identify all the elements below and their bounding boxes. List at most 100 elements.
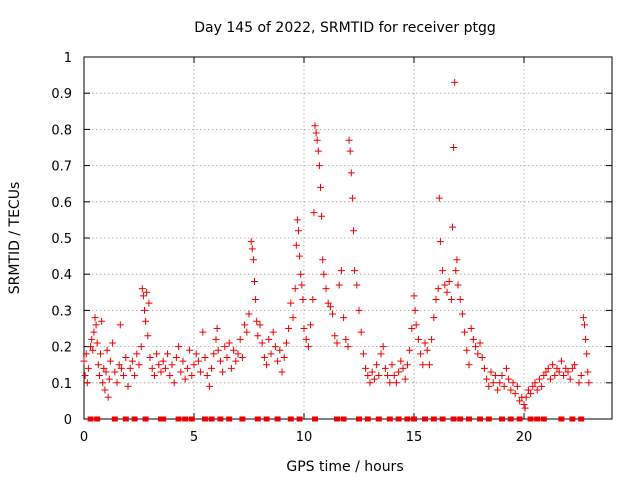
zero-data-point [208,416,215,422]
data-point [138,285,146,293]
data-point [318,212,326,220]
zero-data-point [356,416,362,422]
x-tick-label: 10 [296,430,313,445]
data-point [81,372,89,380]
data-point [366,379,374,387]
data-point [293,216,301,224]
data-point [82,350,90,358]
zero-data-point [340,416,347,422]
data-point [423,346,431,354]
data-point [335,281,343,289]
data-point [280,353,288,361]
data-point [331,332,339,340]
data-point [122,353,130,361]
zero-data-point [477,416,483,422]
data-point [322,285,330,293]
data-point [469,335,477,343]
zero-data-point [296,416,303,422]
data-point [421,339,429,347]
data-point [225,339,233,347]
data-point [190,361,198,369]
data-point [298,281,306,289]
data-point [373,361,381,369]
data-point [177,368,185,376]
data-point [201,353,209,361]
x-axis-label: GPS time / hours [286,459,403,475]
data-point [227,364,235,372]
data-point [379,343,387,351]
axis-ticks: 00.10.20.30.40.50.60.70.80.910 5 10 15 20 [51,51,612,445]
zero-data-point [430,416,437,422]
data-point [143,288,151,296]
data-point [386,379,394,387]
data-point [441,281,449,289]
data-point [509,379,517,387]
zero-data-point [558,416,565,422]
data-point [141,306,148,314]
data-point [90,328,98,336]
data-point [516,397,524,405]
data-point [347,169,355,177]
data-point [579,314,587,322]
data-point [355,306,363,314]
data-point [236,335,244,343]
data-point [137,343,145,351]
data-point [216,357,224,365]
data-point [304,343,312,351]
data-point [192,350,200,358]
data-point [168,361,176,369]
data-point [210,350,218,358]
data-point [412,321,420,329]
data-point [302,335,310,343]
data-point [265,335,273,343]
zero-data-point [457,416,464,422]
data-point [296,252,304,260]
data-point [397,357,405,365]
data-point [463,346,471,354]
data-point [513,382,521,390]
data-point [529,382,537,390]
data-point [557,357,565,365]
zero-data-point [217,416,224,422]
data-point [489,379,497,387]
data-point [155,361,163,369]
data-point [337,267,345,275]
data-point [126,364,134,372]
data-point [465,361,473,369]
zero-data-point [274,416,281,422]
zero-data-point [578,416,585,422]
data-point [214,346,222,354]
data-point [157,368,165,376]
data-point [436,238,444,246]
y-tick-label: 0.4 [51,268,72,283]
data-point [183,364,191,372]
data-point [450,144,458,151]
data-point [582,335,590,343]
data-point [282,339,290,347]
data-point [368,368,376,376]
data-point [575,379,583,387]
data-point [276,346,284,354]
data-point [357,328,365,336]
zero-data-point [507,416,514,422]
data-point [263,361,271,369]
data-point [451,78,459,86]
data-point [289,314,297,322]
data-point [414,335,422,343]
data-point [100,364,108,372]
data-point [485,382,493,390]
data-point [159,357,167,365]
data-point [300,325,308,332]
data-point [555,368,563,376]
data-point [317,183,324,191]
data-point [476,339,484,347]
data-point [494,386,502,394]
data-point [80,357,88,365]
data-point [564,368,572,376]
data-point [179,357,187,365]
data-point [251,277,258,285]
data-point [101,386,109,394]
data-point [84,364,92,372]
chart-title: Day 145 of 2022, SRMTID for receiver ptg… [194,20,496,36]
y-tick-label: 0.2 [51,341,72,356]
